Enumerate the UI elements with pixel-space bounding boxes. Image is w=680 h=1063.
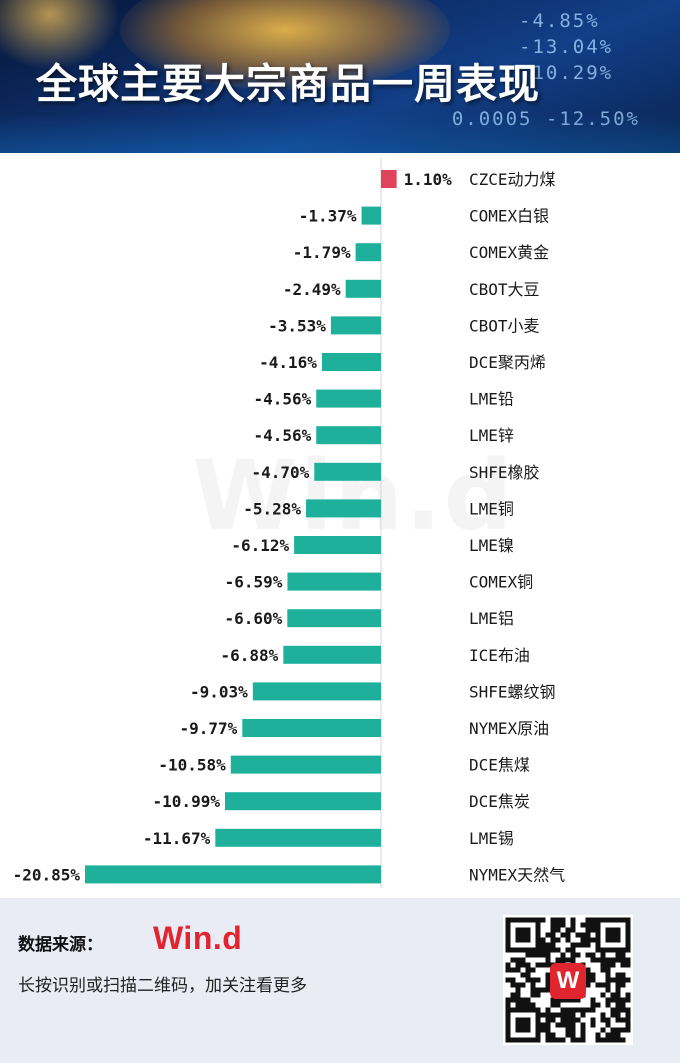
header-banner: -4.85% -13.04% -10.29% 0.0005 -12.50% 全球…: [0, 0, 680, 153]
category-label: CZCE动力煤: [469, 170, 556, 189]
bar: [345, 279, 381, 298]
value-label: -6.12%: [231, 536, 289, 555]
bar: [316, 389, 381, 408]
qr-finder-pattern: [515, 1017, 531, 1033]
value-label: -4.16%: [259, 353, 317, 372]
value-label: -4.56%: [253, 390, 311, 409]
category-label: LME锌: [469, 426, 514, 445]
category-label: LME铜: [469, 499, 514, 518]
qr-code[interactable]: W: [503, 915, 633, 1045]
category-label: DCE焦炭: [469, 792, 530, 811]
bar: [314, 462, 381, 481]
ticker-decoration: -10.29%: [492, 62, 640, 84]
category-label: CBOT小麦: [469, 316, 540, 335]
category-label: SHFE螺纹钢: [469, 682, 556, 701]
category-label: COMEX铜: [469, 573, 533, 592]
bar: [215, 828, 381, 847]
category-label: COMEX黄金: [469, 243, 549, 262]
category-label: SHFE橡胶: [469, 463, 540, 482]
qr-badge-icon: W: [550, 963, 586, 999]
bar-chart: 1.10% CZCE动力煤 -1.37% COMEX白银 -1.79% COMEX黄金 -2…: [13, 158, 565, 888]
value-label: -1.79%: [293, 243, 351, 262]
page-title: 全球主要大宗商品一周表现: [36, 60, 540, 108]
value-label: -6.88%: [221, 646, 279, 665]
category-label: LME镍: [469, 536, 514, 555]
follow-cta-text: 长按识别或扫描二维码，加关注看更多: [18, 976, 307, 996]
category-label: CBOT大豆: [469, 280, 540, 299]
bar: [330, 316, 381, 335]
value-label: -10.58%: [158, 756, 226, 775]
value-label: -1.37%: [299, 207, 357, 226]
value-label: -9.77%: [180, 719, 238, 738]
category-label: NYMEX原油: [469, 719, 549, 738]
qr-code-pattern: [505, 917, 631, 1043]
footer: 数据来源： Win.d 长按识别或扫描二维码，加关注看更多 W: [0, 898, 680, 1063]
value-label: -5.28%: [243, 499, 301, 518]
value-label: -11.67%: [143, 829, 211, 848]
header-floor: [0, 113, 680, 153]
bar: [283, 645, 381, 664]
category-label: DCE焦煤: [469, 756, 530, 775]
category-label: LME铅: [469, 390, 514, 409]
bar: [252, 682, 381, 701]
category-label: NYMEX天然气: [469, 865, 565, 884]
value-label: -2.49%: [283, 280, 341, 299]
bar: [224, 792, 381, 811]
ticker-decoration: -13.04%: [492, 36, 640, 58]
bar: [242, 719, 381, 737]
value-label: -6.59%: [225, 573, 283, 592]
bar: [316, 426, 381, 445]
qr-finder-pattern: [515, 927, 531, 943]
category-label: COMEX白银: [469, 207, 549, 226]
value-label: -9.03%: [190, 682, 248, 701]
ticker-decoration: 0.0005 -12.50%: [452, 108, 640, 130]
category-label: LME铝: [469, 609, 514, 628]
value-label: -3.53%: [268, 316, 326, 335]
value-label: -20.85%: [13, 865, 81, 884]
value-label: -6.60%: [225, 609, 283, 628]
ticker-decoration: -4.85%: [492, 10, 640, 32]
source-label: 数据来源：: [18, 935, 103, 955]
value-label: 1.10%: [404, 170, 453, 189]
bar: [294, 536, 381, 554]
bar: [230, 755, 381, 774]
bar: [85, 865, 381, 884]
wind-logo: Win.d: [153, 920, 243, 956]
value-label: -10.99%: [153, 792, 221, 811]
qr-finder-pattern: [605, 927, 621, 943]
bar: [287, 609, 381, 628]
bar: [361, 206, 381, 225]
value-label: -4.56%: [253, 426, 311, 445]
bar: [355, 243, 381, 262]
bar: [381, 170, 397, 188]
bar: [321, 353, 381, 371]
category-label: DCE聚丙烯: [469, 353, 546, 372]
bar: [306, 499, 381, 518]
bar: [287, 572, 381, 591]
category-label: LME锡: [469, 829, 514, 848]
value-label: -4.70%: [251, 463, 309, 482]
category-label: ICE布油: [469, 646, 530, 665]
watermark: Win.d: [192, 440, 514, 552]
